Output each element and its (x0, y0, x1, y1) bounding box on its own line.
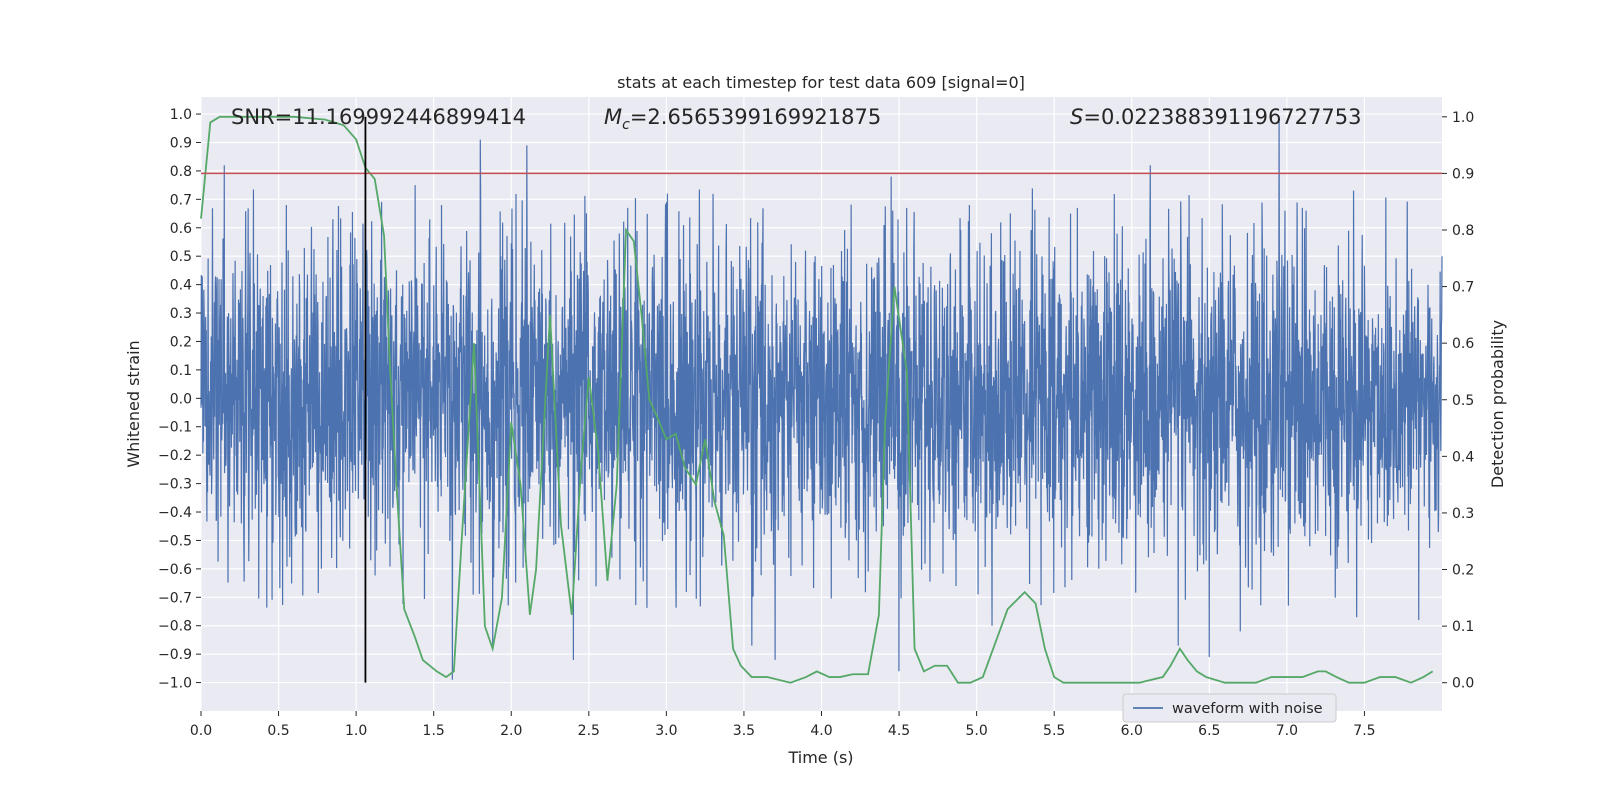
legend-box (1122, 693, 1337, 723)
y-right-tick-label-7: 0.7 (1452, 280, 1474, 296)
y-left-tick-label-8: −0.2 (158, 448, 192, 464)
y-right-tick-label-9: 0.9 (1452, 166, 1474, 182)
y-left-tick-label-19: 0.9 (170, 135, 192, 151)
y-left-tick-label-7: −0.3 (158, 477, 192, 493)
y-right-axis-ticks: 0.0 0.1 0.2 0.3 0.4 0.5 0.6 0.7 0.8 0.9 1.0 (1442, 110, 1474, 692)
y-right-tick-label-1: 0.1 (1452, 619, 1474, 635)
s-statistic-value: =0.022388391196727753 (1083, 105, 1361, 129)
x-tick-label-12: 6.0 (1121, 723, 1143, 739)
x-tick-label-9: 4.5 (888, 723, 910, 739)
snr-annotation: SNR=11.169992446899414 (231, 105, 526, 129)
x-tick-label-5: 2.5 (578, 723, 600, 739)
x-tick-label-7: 3.5 (733, 723, 755, 739)
chart-title: stats at each timestep for test data 609… (617, 73, 1025, 92)
s-statistic-symbol: S (1070, 105, 1083, 129)
y-left-axis-ticks: −1.0 −0.9 −0.8 −0.7 −0.6 −0.5 −0.4 −0.3 −0.2 −0.1… (158, 107, 201, 692)
y-left-axis-label: Whitened strain (124, 340, 143, 467)
y-right-tick-label-8: 0.8 (1452, 223, 1474, 239)
detection-probability-series (200, 115, 1434, 684)
x-axis-label: Time (s) (787, 748, 853, 767)
y-left-tick-label-14: 0.4 (170, 278, 192, 294)
y-right-tick-label-2: 0.2 (1452, 563, 1474, 579)
y-right-tick-label-5: 0.5 (1452, 393, 1474, 409)
legend: waveform with noise (1122, 693, 1337, 723)
x-axis-ticks: 0.0 0.5 1.0 1.5 2.0 2.5 3.0 3.5 4.0 4.5 5.0 5.5 6.0 6… (190, 711, 1376, 739)
y-left-tick-label-4: −0.6 (158, 562, 192, 578)
y-left-tick-label-0: −1.0 (158, 676, 192, 692)
waveform-series (200, 119, 1443, 680)
y-left-tick-label-12: 0.2 (170, 334, 192, 350)
y-left-tick-label-15: 0.5 (170, 249, 192, 265)
y-left-tick-label-3: −0.7 (158, 590, 192, 606)
y-right-tick-label-10: 1.0 (1452, 110, 1474, 126)
x-tick-label-13: 6.5 (1198, 723, 1220, 739)
x-tick-label-6: 3.0 (655, 723, 677, 739)
y-left-tick-label-18: 0.8 (170, 164, 192, 180)
chirp-mass-annotation: Mc=2.6565399169921875 (604, 105, 881, 133)
y-left-tick-label-13: 0.3 (170, 306, 192, 322)
y-left-tick-label-1: −0.9 (158, 647, 192, 663)
y-left-tick-label-17: 0.7 (170, 192, 192, 208)
y-left-tick-label-6: −0.4 (158, 505, 192, 521)
y-left-tick-label-11: 0.1 (170, 363, 192, 379)
y-left-tick-label-5: −0.5 (158, 533, 192, 549)
chirp-mass-symbol: M (604, 105, 622, 129)
x-tick-label-0: 0.0 (190, 723, 212, 739)
y-left-tick-label-9: −0.1 (158, 420, 192, 436)
x-tick-label-11: 5.5 (1043, 723, 1065, 739)
x-tick-label-8: 4.0 (810, 723, 832, 739)
detection-probability-line (200, 115, 1434, 684)
chirp-mass-value: =2.6565399169921875 (630, 105, 881, 129)
x-tick-label-10: 5.0 (965, 723, 987, 739)
chirp-mass-subscript: c (622, 117, 630, 133)
y-right-tick-label-3: 0.3 (1452, 506, 1474, 522)
legend-label-waveform: waveform with noise (1172, 701, 1323, 717)
waveform-with-noise-line (200, 119, 1443, 680)
s-statistic-annotation: S=0.022388391196727753 (1070, 105, 1361, 129)
x-tick-label-15: 7.5 (1353, 723, 1375, 739)
x-tick-label-4: 2.0 (500, 723, 522, 739)
y-right-tick-label-6: 0.6 (1452, 336, 1474, 352)
y-left-tick-label-16: 0.6 (170, 221, 192, 237)
x-tick-label-3: 1.5 (423, 723, 445, 739)
x-tick-label-14: 7.0 (1276, 723, 1298, 739)
y-right-tick-label-4: 0.4 (1452, 449, 1474, 465)
y-right-axis-label: Detection probability (1488, 320, 1507, 488)
y-left-tick-label-10: 0.0 (170, 391, 192, 407)
x-tick-label-2: 1.0 (345, 723, 367, 739)
x-tick-label-1: 0.5 (267, 723, 289, 739)
y-left-tick-label-20: 1.0 (170, 107, 192, 123)
y-left-tick-label-2: −0.8 (158, 619, 192, 635)
y-right-tick-label-0: 0.0 (1452, 676, 1474, 692)
